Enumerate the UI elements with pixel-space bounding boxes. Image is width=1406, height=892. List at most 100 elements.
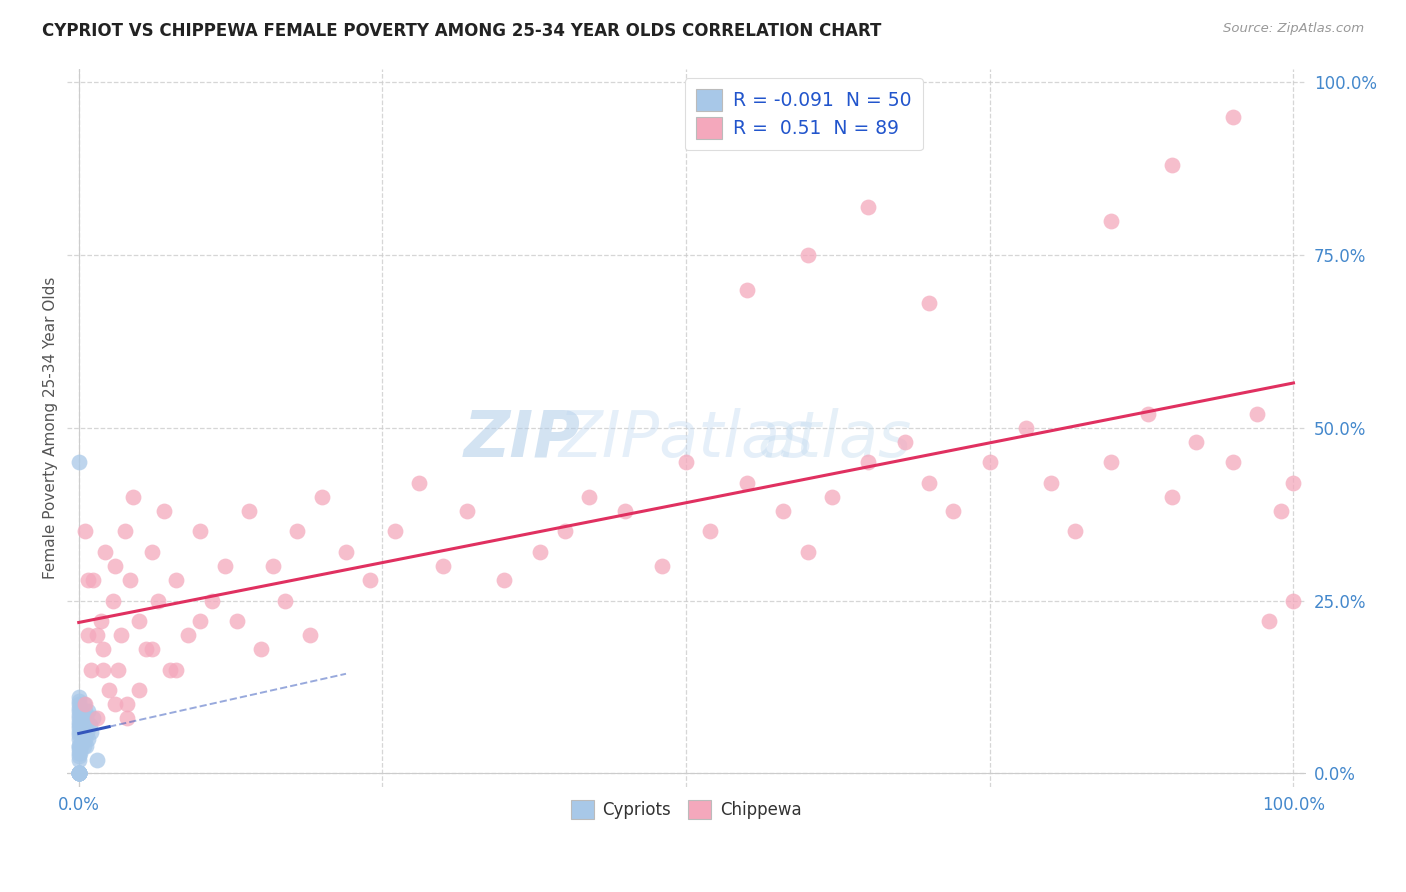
Point — [69, 718, 91, 732]
Legend: Cypriots, Chippewa: Cypriots, Chippewa — [564, 793, 808, 826]
Point — [91, 642, 114, 657]
Point — [1282, 476, 1305, 491]
Point — [432, 559, 454, 574]
Point — [614, 504, 637, 518]
Point — [82, 711, 104, 725]
Point — [1136, 407, 1159, 421]
Point — [152, 504, 174, 518]
Point — [67, 766, 90, 780]
Point — [67, 455, 90, 469]
Point — [298, 628, 321, 642]
Point — [67, 700, 90, 714]
Point — [1222, 455, 1244, 469]
Point — [67, 766, 90, 780]
Point — [384, 524, 406, 539]
Point — [70, 725, 93, 739]
Point — [67, 711, 90, 725]
Point — [73, 731, 96, 746]
Point — [70, 739, 93, 753]
Point — [942, 504, 965, 518]
Point — [238, 504, 260, 518]
Point — [94, 545, 117, 559]
Y-axis label: Female Poverty Among 25-34 Year Olds: Female Poverty Among 25-34 Year Olds — [44, 277, 58, 579]
Point — [858, 455, 880, 469]
Point — [1099, 455, 1122, 469]
Point — [107, 663, 129, 677]
Point — [90, 615, 112, 629]
Point — [1015, 421, 1038, 435]
Point — [128, 615, 150, 629]
Point — [75, 711, 97, 725]
Point — [67, 749, 90, 764]
Point — [1246, 407, 1268, 421]
Point — [735, 283, 758, 297]
Point — [1063, 524, 1085, 539]
Point — [67, 694, 90, 708]
Point — [67, 766, 90, 780]
Point — [67, 766, 90, 780]
Point — [274, 593, 297, 607]
Point — [554, 524, 576, 539]
Point — [141, 545, 163, 559]
Point — [67, 704, 90, 718]
Text: ZIP: ZIP — [464, 408, 581, 469]
Point — [67, 742, 90, 756]
Point — [225, 615, 247, 629]
Point — [69, 746, 91, 760]
Point — [72, 711, 94, 725]
Point — [135, 642, 157, 657]
Point — [70, 704, 93, 718]
Point — [122, 490, 145, 504]
Point — [118, 573, 141, 587]
Point — [117, 711, 139, 725]
Point — [165, 663, 187, 677]
Point — [117, 698, 139, 712]
Point — [918, 476, 941, 491]
Text: atlas: atlas — [758, 408, 912, 469]
Point — [1099, 213, 1122, 227]
Point — [67, 739, 90, 753]
Point — [1039, 476, 1062, 491]
Point — [75, 739, 97, 753]
Point — [311, 490, 333, 504]
Point — [492, 573, 515, 587]
Point — [73, 704, 96, 718]
Text: Source: ZipAtlas.com: Source: ZipAtlas.com — [1223, 22, 1364, 36]
Point — [529, 545, 551, 559]
Point — [408, 476, 430, 491]
Point — [79, 718, 101, 732]
Point — [67, 739, 90, 753]
Point — [67, 714, 90, 729]
Point — [979, 455, 1001, 469]
Point — [67, 766, 90, 780]
Point — [772, 504, 794, 518]
Point — [77, 628, 100, 642]
Point — [1258, 615, 1281, 629]
Point — [735, 476, 758, 491]
Point — [72, 731, 94, 746]
Point — [675, 455, 697, 469]
Point — [80, 725, 103, 739]
Point — [67, 752, 90, 766]
Point — [188, 615, 211, 629]
Point — [86, 752, 108, 766]
Point — [98, 683, 121, 698]
Point — [165, 573, 187, 587]
Point — [651, 559, 673, 574]
Point — [578, 490, 600, 504]
Point — [77, 573, 100, 587]
Point — [67, 766, 90, 780]
Point — [67, 766, 90, 780]
Point — [67, 722, 90, 736]
Point — [104, 698, 127, 712]
Point — [67, 766, 90, 780]
Point — [67, 746, 90, 760]
Point — [86, 711, 108, 725]
Point — [1270, 504, 1292, 518]
Point — [918, 296, 941, 310]
Point — [67, 690, 90, 705]
Point — [456, 504, 478, 518]
Point — [146, 593, 169, 607]
Point — [91, 663, 114, 677]
Point — [86, 628, 108, 642]
